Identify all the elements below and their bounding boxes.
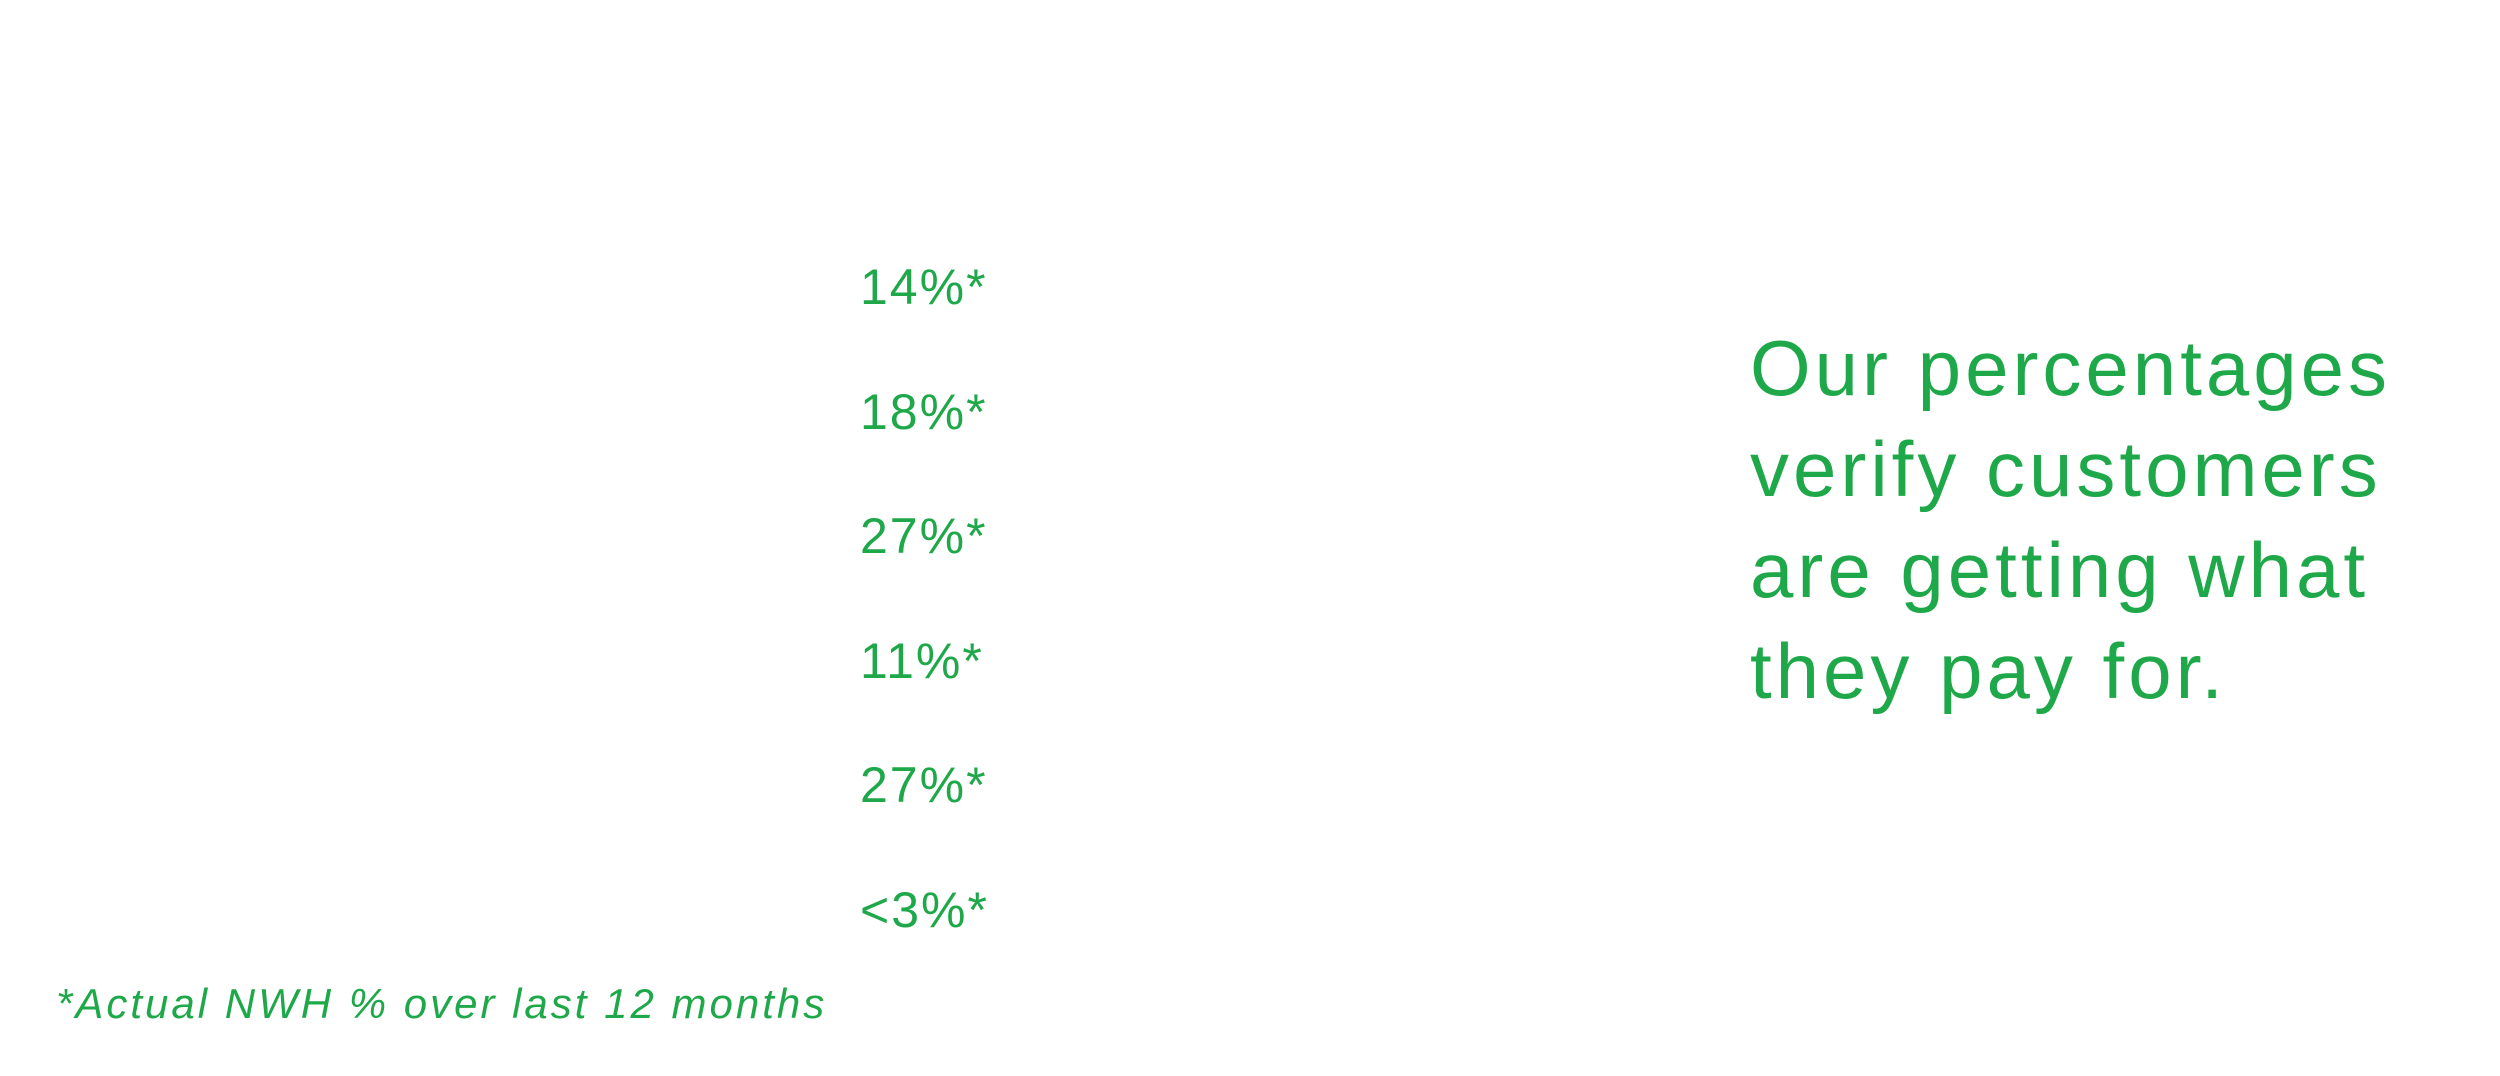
- headline-line: Our percentages: [1750, 324, 2392, 412]
- percentage: 18%*: [860, 383, 988, 440]
- percentage: 14%*: [860, 259, 988, 315]
- headline-line: they pay for.: [1750, 627, 2227, 715]
- percentage: <3%*: [860, 881, 989, 938]
- headline: Our percentages verify customers are getti…: [1750, 318, 2391, 722]
- headline-line: are getting what: [1750, 526, 2370, 614]
- percentage: 27%*: [860, 757, 988, 813]
- footnote: *Actual NWH % over last 12 months: [56, 980, 828, 1027]
- headline-line: verify customers: [1750, 425, 2382, 513]
- percentage: 11%*: [860, 632, 984, 689]
- percentage: 27%*: [860, 508, 988, 564]
